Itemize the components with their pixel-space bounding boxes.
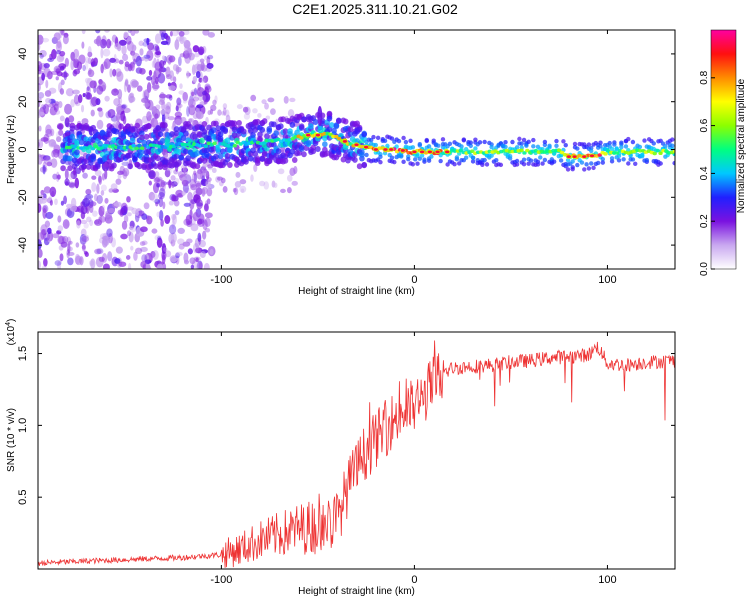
snr-y-multiplier: (x104) (5, 319, 17, 346)
ridge-peak-mark (399, 148, 406, 153)
colorbar-tick-label: 0.2 (699, 214, 710, 228)
ridge-peak-mark (434, 149, 441, 155)
spectrogram-x-tick-label: 0 (411, 274, 417, 286)
snr-series-line (38, 340, 675, 568)
spectrogram-panel: -100 0 100 -40 -20 0 20 40 Height of straight … (6, 29, 676, 297)
colorbar-ticks: 0.0 0.2 0.4 0.6 0.8 (699, 70, 715, 276)
snr-x-tick-label: 100 (598, 574, 616, 586)
snr-x-axis: -100 0 100 (210, 332, 617, 586)
spectrogram-spike (317, 106, 323, 127)
ridge-peak-mark (565, 154, 572, 159)
ridge-peak-mark (581, 154, 588, 159)
ridge-peak-mark (341, 139, 348, 144)
snr-panel: -100 0 100 0.5 1.0 1.5 Height of straight li… (5, 319, 676, 597)
spectrogram-y-tick-label: 40 (17, 48, 29, 60)
spectrogram-x-tick-label: 100 (598, 274, 616, 286)
ridge-peak-mark (388, 147, 395, 152)
ridge-peak-mark (411, 149, 418, 155)
spectrogram-x-axis: -100 0 100 (210, 30, 617, 286)
colorbar-tick-label: 0.0 (699, 262, 710, 276)
spectrogram-y-tick-label: 0 (17, 146, 29, 152)
spectrogram-y-tick-label: 20 (17, 96, 29, 108)
ridge-peak-mark (426, 149, 433, 155)
spectrogram-y-axis: -40 -20 0 20 40 (17, 48, 675, 253)
ridge-peak-mark (372, 147, 379, 152)
ridge-peak-mark (305, 132, 312, 138)
snr-y-tick-label: 1.0 (17, 418, 29, 433)
chart-title: C2E1.2025.311.10.21.G02 (292, 1, 458, 17)
colorbar: 0.0 0.2 0.4 0.6 0.8 Normalized spectral ampl… (699, 29, 747, 276)
snr-y-tick-label: 1.5 (17, 346, 29, 361)
spectrogram-ridge-core (64, 106, 675, 160)
colorbar-tick-label: 0.6 (699, 118, 710, 132)
ridge-peak-mark (314, 132, 321, 138)
ridge-peak-mark (419, 149, 426, 155)
snr-y-tick-label: 0.5 (17, 490, 29, 505)
snr-y-axis: 0.5 1.0 1.5 (17, 346, 675, 505)
snr-y-axis-label: SNR (10 * v/v) (6, 408, 17, 472)
snr-x-tick-label: -100 (210, 574, 232, 586)
ridge-peak-mark (444, 149, 451, 155)
ridge-peak-mark (588, 153, 595, 158)
ridge-peak-mark (571, 154, 578, 159)
spectrogram-y-tick-label: -40 (17, 237, 29, 253)
colorbar-tick-label: 0.4 (699, 166, 710, 180)
colorbar-tick-label: 0.8 (699, 70, 710, 84)
snr-frame (37, 331, 676, 570)
spectrogram-y-tick-label: -20 (17, 189, 29, 205)
colorbar-scale (710, 29, 737, 270)
spectrogram-plot-area (38, 30, 675, 269)
spectrogram-y-axis-label: Frequency (Hz) (6, 115, 17, 184)
spectrogram-x-axis-label: Height of straight line (km) (298, 286, 415, 297)
snr-x-axis-label: Height of straight line (km) (298, 586, 415, 597)
spectrogram-x-tick-label: -100 (210, 274, 232, 286)
ridge-peak-mark (363, 144, 370, 150)
colorbar-label: Normalized spectral amplitude (736, 78, 747, 213)
snr-plot-area (38, 340, 675, 568)
snr-x-tick-label: 0 (411, 574, 417, 586)
ridge-peak-mark (382, 147, 389, 152)
ridge-peak-mark (353, 142, 360, 147)
